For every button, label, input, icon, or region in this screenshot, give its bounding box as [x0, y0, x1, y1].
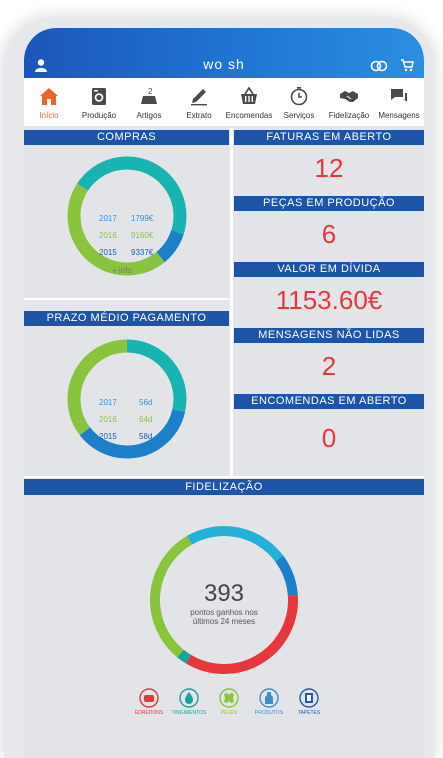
handshake-icon: [340, 91, 358, 102]
stat-value: 6: [321, 219, 337, 249]
washing-machine-icon: [92, 88, 106, 105]
compras-donut: [67, 156, 187, 276]
nav-fidelizacao[interactable]: Fidelização: [324, 78, 374, 126]
nav-label: Início: [39, 111, 59, 120]
compras-value: 1799€: [131, 214, 154, 223]
stat-panel-pecas[interactable]: 6: [234, 211, 424, 261]
compras-value: 9337€: [131, 248, 154, 257]
stat-panel-mensagens[interactable]: 2: [234, 343, 424, 393]
nav-label: Artigos: [136, 111, 162, 120]
compras-more-info-link[interactable]: + info: [112, 266, 132, 275]
prazo-title: PRAZO MÉDIO PAGAMENTO: [24, 311, 229, 326]
svg-text:2: 2: [148, 87, 153, 96]
category-label: EDREDONS: [134, 710, 164, 716]
pencil-icon: [191, 89, 207, 106]
stat-title: FATURAS EM ABERTO: [234, 130, 424, 145]
points-value: 393: [203, 580, 245, 607]
stat-title: PEÇAS EM PRODUÇÃO: [234, 196, 424, 211]
prazo-year: 2017: [99, 398, 117, 407]
nav-label: Extrato: [186, 111, 212, 120]
chat-icon: [391, 89, 407, 102]
compras-year: 2017: [99, 214, 117, 223]
points-caption: últimos 24 meses: [192, 617, 256, 626]
compras-year: 2015: [99, 248, 117, 257]
clothes-scale-icon: 2: [141, 87, 157, 104]
basket-icon: [241, 86, 257, 104]
stat-title: ENCOMENDAS EM ABERTO: [234, 394, 424, 409]
points-caption: pontos ganhos nos: [190, 608, 258, 617]
rug-icon: [299, 688, 319, 708]
stat-value: 12: [314, 153, 344, 183]
category-edredons[interactable]: EDREDONS: [126, 688, 172, 716]
category-label: PELES: [220, 710, 238, 716]
stat-panel-faturas[interactable]: 12: [234, 145, 424, 195]
nav-extrato[interactable]: Extrato: [174, 78, 224, 126]
nav-mensagens[interactable]: Mensagens: [374, 78, 424, 126]
nav-label: Mensagens: [378, 111, 420, 120]
main-nav: Início Produção 2 Artigos: [24, 78, 424, 126]
compras-value: 9160€: [131, 231, 154, 240]
compras-year: 2016: [99, 231, 117, 240]
stat-value: 2: [321, 351, 337, 381]
fidelizacao-panel[interactable]: 393 pontos ganhos nos últimos 24 meses: [24, 495, 424, 758]
cart-icon[interactable]: [400, 58, 414, 72]
loyalty-rings-icon[interactable]: [370, 60, 388, 72]
drop-icon: [179, 688, 199, 708]
column-divider: [230, 128, 233, 478]
stat-panel-encomendas[interactable]: 0: [234, 409, 424, 474]
fur-icon: [219, 688, 239, 708]
compras-panel[interactable]: 2017 1799€ 2016 9160€ 2015 9337€ + info: [24, 145, 229, 298]
stat-title: VALOR EM DÍVIDA: [234, 262, 424, 277]
nav-label: Fidelização: [328, 111, 370, 120]
nav-label: Produção: [81, 111, 117, 120]
nav-inicio[interactable]: Início: [24, 78, 74, 126]
stat-panel-divida[interactable]: 1153.60€: [234, 277, 424, 327]
bottle-icon: [259, 688, 279, 708]
fidelizacao-title: FIDELIZAÇÃO: [24, 479, 424, 495]
nav-producao[interactable]: Produção: [74, 78, 124, 126]
app-screen: wo sh Início: [24, 28, 424, 758]
fidelizacao-donut: [150, 526, 298, 674]
nav-label: Encomendas: [225, 111, 273, 120]
prazo-value: 56d: [139, 398, 153, 407]
prazo-year: 2015: [99, 432, 117, 441]
stat-value: 1153.60€: [275, 285, 383, 315]
category-produtos[interactable]: PRODUTOS: [246, 688, 292, 716]
prazo-value: 58d: [139, 432, 153, 441]
prazo-value: 64d: [139, 415, 153, 424]
category-label: TAPETES: [297, 710, 321, 716]
panel-separator: [24, 298, 229, 300]
compras-title: COMPRAS: [24, 130, 229, 145]
nav-servicos[interactable]: Serviços: [274, 78, 324, 126]
stat-title: MENSAGENS NÃO LIDAS: [234, 328, 424, 343]
home-icon: [40, 88, 58, 105]
category-label: PRODUTOS: [254, 710, 284, 716]
timer-icon: [290, 87, 308, 106]
category-tingimentos[interactable]: TINGIMENTOS: [166, 688, 212, 716]
app-header: wo sh: [24, 28, 424, 78]
nav-artigos[interactable]: 2 Artigos: [124, 78, 174, 126]
nav-label: Serviços: [283, 111, 315, 120]
prazo-donut: [67, 339, 187, 459]
phone-frame: wo sh Início: [4, 18, 434, 758]
stat-value: 0: [321, 423, 337, 453]
panel-separator: [24, 476, 424, 478]
prazo-year: 2016: [99, 415, 117, 424]
app-brand: wo sh: [203, 56, 245, 72]
category-peles[interactable]: PELES: [206, 688, 252, 716]
duvet-icon: [139, 688, 159, 708]
user-icon[interactable]: [34, 58, 48, 72]
category-label: TINGIMENTOS: [171, 710, 207, 716]
category-tapetes[interactable]: TAPETES: [286, 688, 332, 716]
nav-encomendas[interactable]: Encomendas: [224, 78, 274, 126]
prazo-panel[interactable]: 2017 56d 2016 64d 2015 58d: [24, 326, 229, 476]
